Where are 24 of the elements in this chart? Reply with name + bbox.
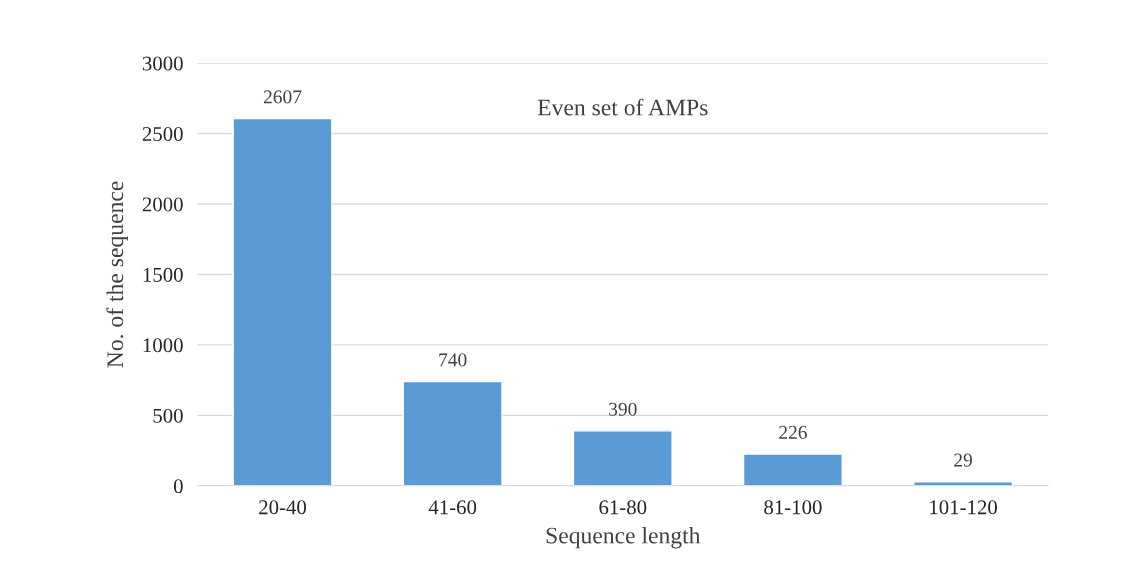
text: Even set of AMPs	[537, 98, 708, 116]
data-label: 740	[439, 353, 467, 367]
x-axis-title: Sequence length	[546, 526, 701, 549]
y-tick-label: 3000	[142, 56, 183, 71]
x-tick-label: 61-80	[599, 500, 647, 515]
bar	[402, 380, 503, 486]
data-label: 2607	[263, 90, 302, 104]
y-tick-label: 0	[173, 479, 183, 494]
data-label: 226	[779, 425, 807, 439]
y-tick-label: 1500	[143, 267, 183, 282]
y-tick-label: 500	[153, 408, 183, 423]
bar	[232, 117, 333, 486]
x-tick-label: 41-60	[428, 500, 477, 515]
bar	[742, 453, 843, 486]
y-axis-title: No. of the sequence	[106, 181, 129, 368]
y-tick-label: 2500	[142, 126, 183, 141]
data-label: 390	[609, 402, 637, 416]
y-tick-label: 1000	[143, 338, 183, 353]
x-tick-label: 81-100	[764, 500, 822, 515]
data-label: 29	[954, 453, 972, 467]
y-tick-label: 2000	[142, 197, 183, 212]
x-tick-label: 20-40	[259, 500, 307, 515]
bar	[572, 430, 673, 486]
x-tick-label: 101-120	[930, 500, 997, 515]
